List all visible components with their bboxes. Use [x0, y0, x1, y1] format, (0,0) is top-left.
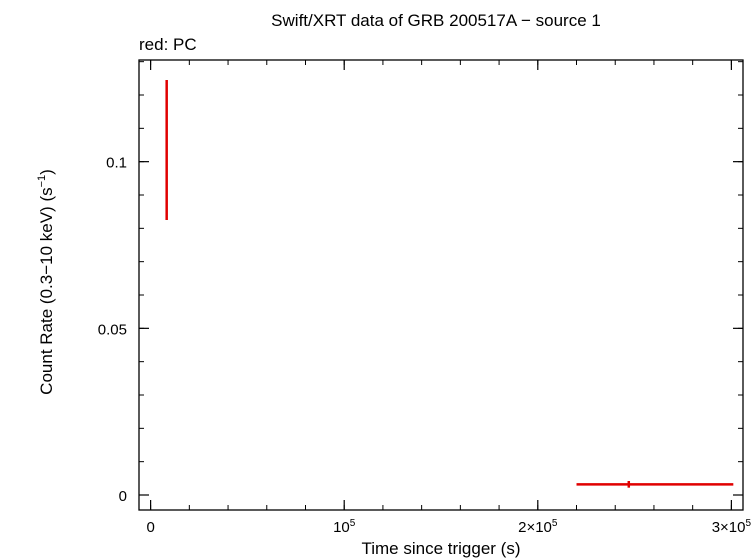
y-axis-label: Count Rate (0.3−10 keV) (s−1)	[36, 169, 56, 395]
y-tick-label: 0.1	[106, 155, 127, 172]
x-tick-label: 2×105	[518, 518, 558, 536]
x-tick-label: 105	[333, 518, 356, 536]
plot-frame	[138, 59, 744, 511]
x-tick-label: 3×105	[712, 518, 752, 536]
chart-subtitle: red: PC	[139, 35, 197, 54]
chart-title: Swift/XRT data of GRB 200517A − source 1	[271, 11, 601, 30]
plot-border	[138, 59, 744, 511]
x-axis-label: Time since trigger (s)	[361, 539, 520, 558]
y-tick-label: 0.05	[98, 321, 127, 338]
data-point	[576, 481, 734, 488]
data-point	[165, 80, 168, 220]
data-series	[165, 80, 734, 488]
y-axis-ticks: 0 0.05 0.1	[98, 61, 743, 505]
x-axis-ticks: 0 105 2×105 3×105	[146, 60, 752, 536]
x-tick-label: 0	[146, 519, 154, 536]
y-tick-label: 0	[119, 488, 127, 505]
